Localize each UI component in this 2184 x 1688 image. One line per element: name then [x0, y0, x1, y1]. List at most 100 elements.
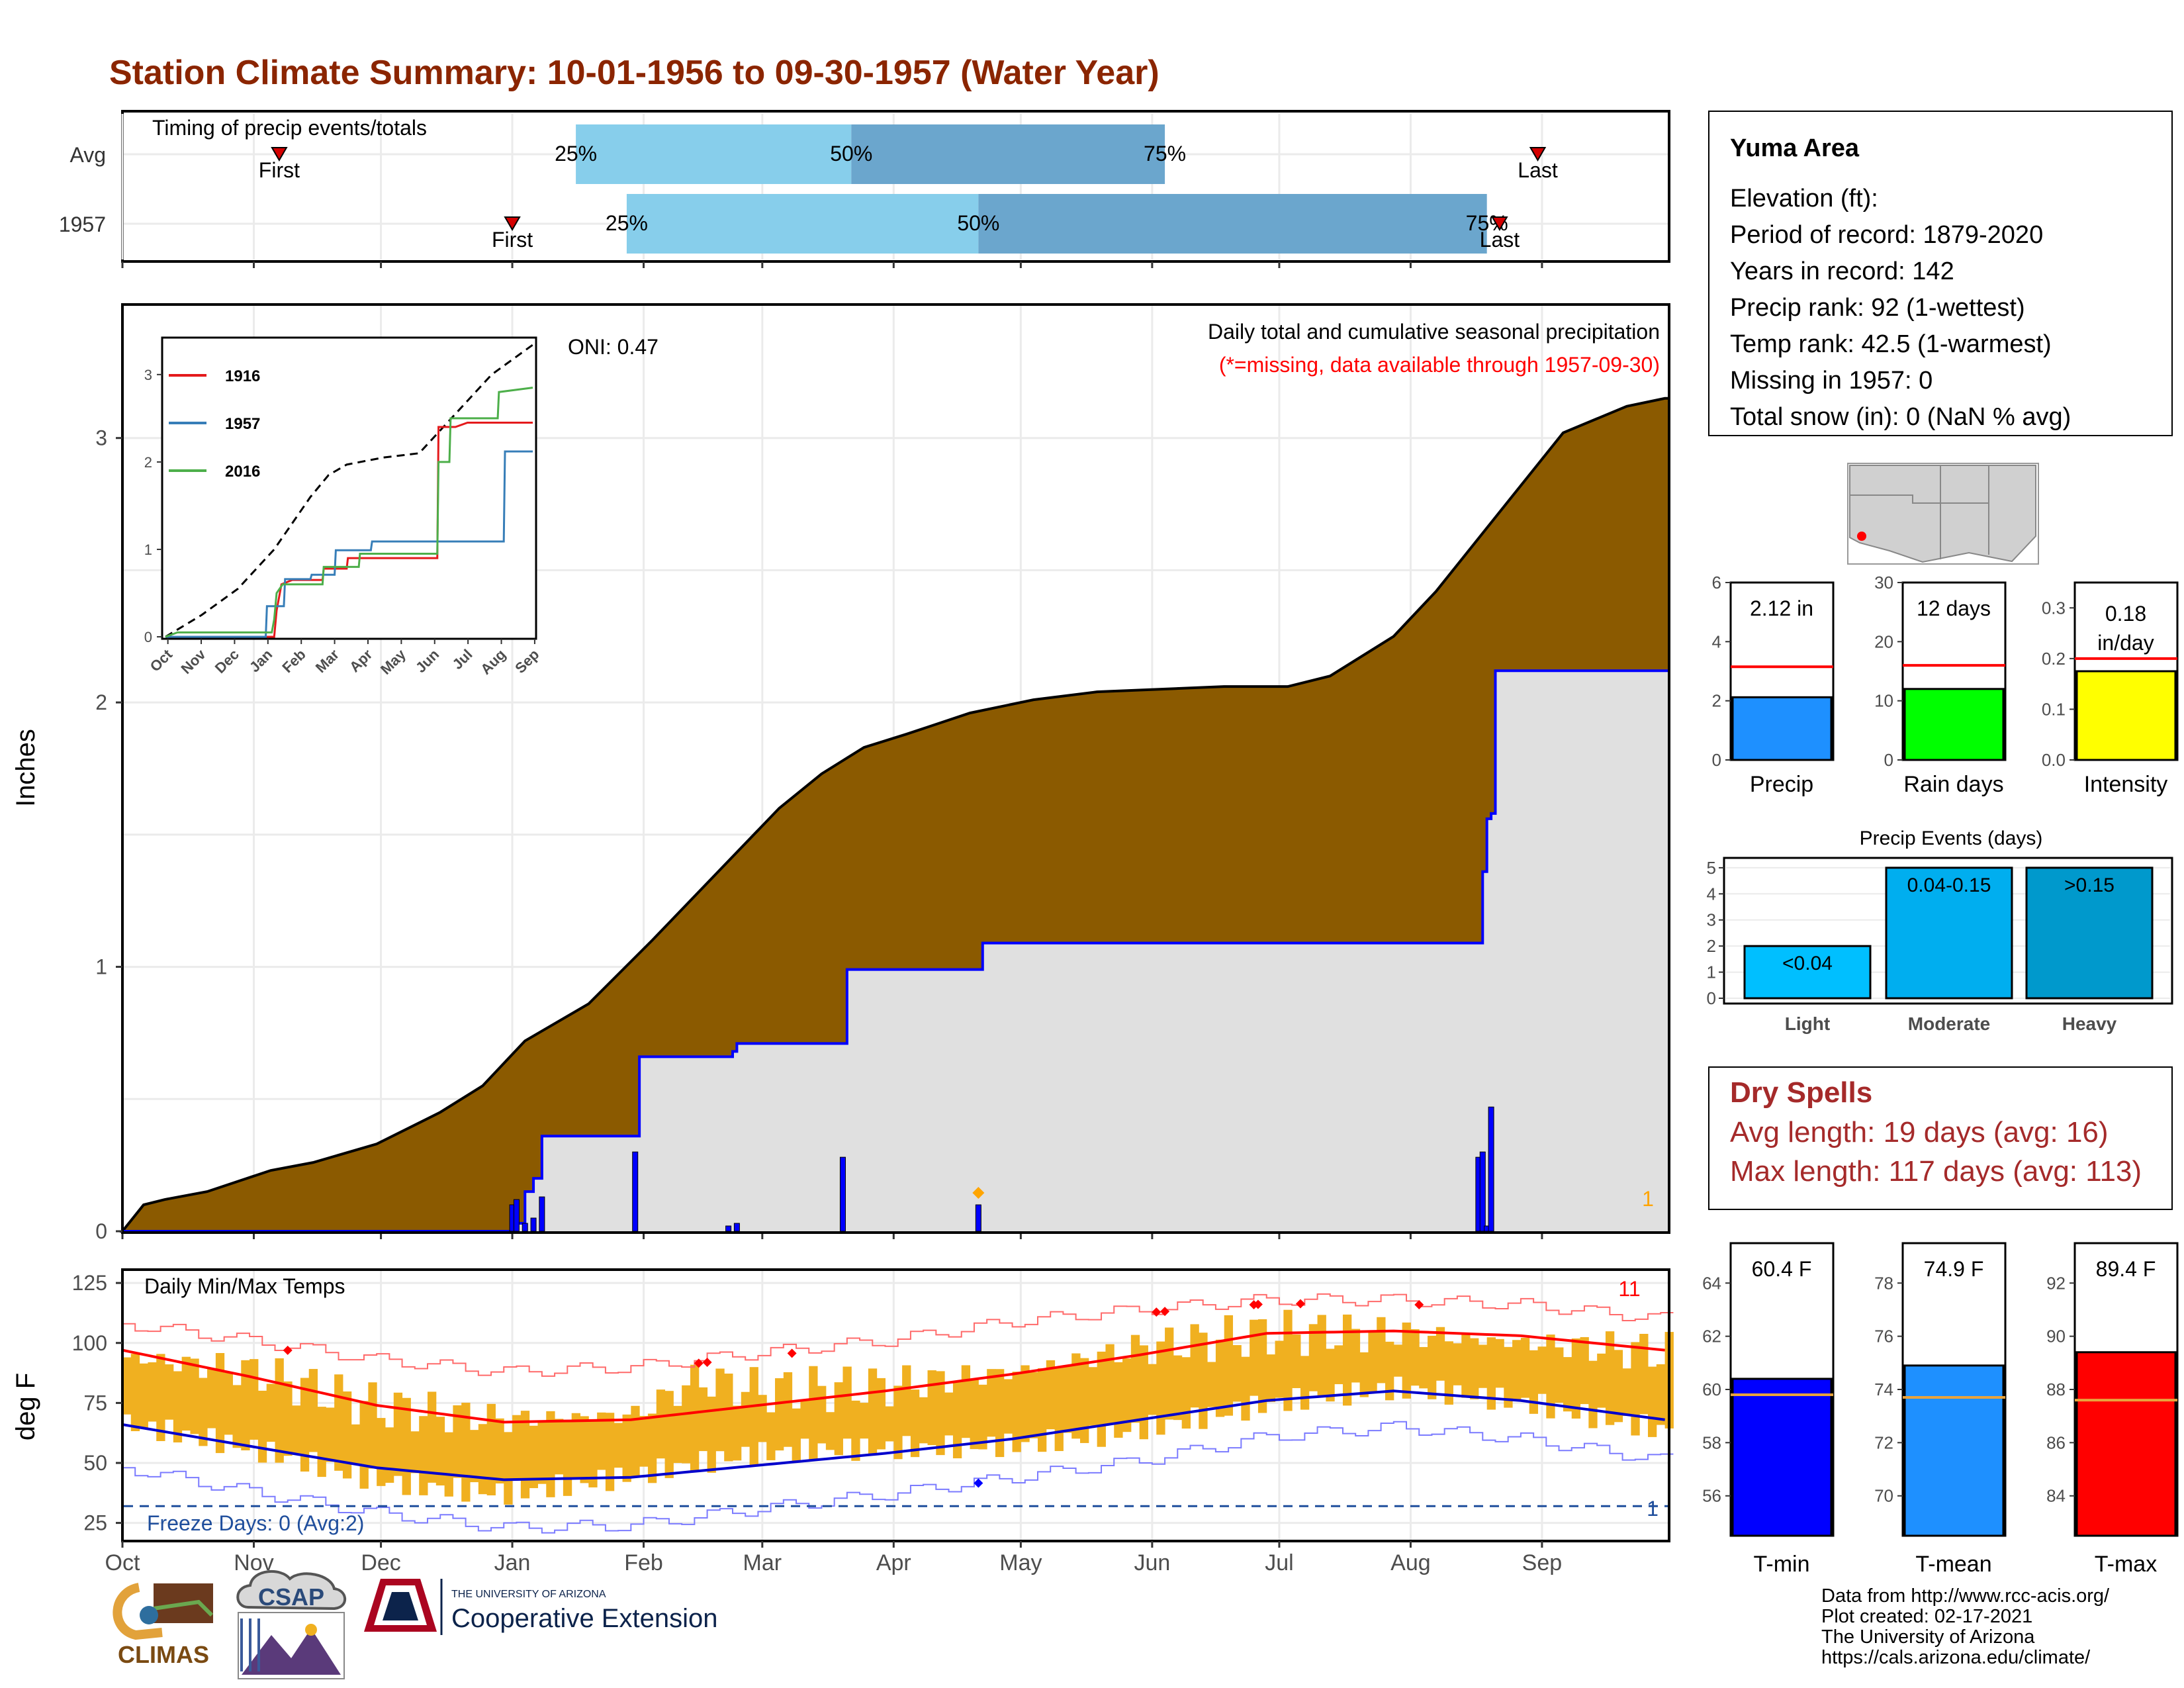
freeze-days-label: Freeze Days: 0 (Avg:2)	[147, 1511, 364, 1535]
daily-temp-bar	[1257, 1319, 1267, 1413]
daily-temp-bar	[377, 1418, 386, 1486]
daily-temp-bar	[1571, 1338, 1581, 1419]
daily-temp-bar	[1190, 1324, 1199, 1408]
mini-bar-axis-label: Rain days	[1903, 772, 2003, 797]
event-bar-label: <0.04	[1782, 953, 1833, 974]
x-tick-label: Aug	[1390, 1550, 1431, 1575]
quartile-bar-50-75	[851, 124, 1165, 184]
temp-bar-chart-t-mean: 70 72 74 76 78 74.9 F T-mean	[1874, 1242, 2007, 1577]
daily-temp-bar	[1504, 1346, 1513, 1408]
x-tick-label: Oct	[105, 1550, 140, 1575]
daily-temp-bar	[1495, 1338, 1504, 1388]
daily-temp-bar	[308, 1369, 318, 1452]
y-tick-label: 0.3	[2042, 598, 2066, 618]
daily-temp-bar	[961, 1365, 971, 1438]
daily-temp-bar	[622, 1414, 631, 1482]
precip-events-chart: Precip Events (days) 0 1 2 3 4 5 <0.04 Light 0.0…	[1707, 827, 2173, 1034]
y-tick-label: 0	[1707, 988, 1716, 1008]
y-tick-label: 0	[95, 1219, 107, 1243]
quartile-bar-25-50	[626, 194, 979, 254]
daily-temp-bar	[1368, 1331, 1377, 1392]
daily-temp-bar	[1105, 1344, 1115, 1424]
last-marker	[1491, 216, 1508, 231]
daily-temp-bar	[1656, 1364, 1666, 1425]
y-tick-label: 4	[1707, 884, 1716, 904]
precip-main-chart: 0 1 2 3 Inches ONI: 0.47 Daily total and cu…	[11, 303, 1670, 1243]
daily-temp-bar	[1639, 1333, 1649, 1415]
mini-bar-value	[1731, 696, 1833, 761]
daily-temp-bar	[1385, 1341, 1394, 1401]
quartile-bar-50-75	[978, 194, 1487, 254]
daily-temp-bar	[402, 1397, 411, 1495]
y-tick-label: 3	[95, 426, 107, 450]
inset-legend-label: 1957	[225, 415, 260, 433]
daily-temp-bar	[351, 1424, 361, 1464]
daily-temp-bar	[207, 1369, 216, 1429]
csap-label: CSAP	[258, 1583, 324, 1611]
y-tick-label: 86	[2046, 1432, 2066, 1452]
y-tick-label: 90	[2046, 1327, 2066, 1346]
y-tick-label: 1	[1707, 962, 1716, 982]
daily-temp-bar	[148, 1362, 157, 1422]
y-tick-label: 78	[1874, 1273, 1893, 1293]
daily-temp-bar	[1063, 1366, 1072, 1433]
mini-bar-value	[2075, 670, 2177, 761]
y-tick-label: 84	[2046, 1486, 2066, 1506]
y-tick-label: 75	[83, 1391, 107, 1415]
mini-bar-value-label: in/day	[2097, 631, 2154, 655]
daily-temp-bar	[1088, 1367, 1098, 1426]
y-tick-label: 3	[1707, 910, 1716, 930]
temp-ylabel: deg F	[11, 1373, 40, 1440]
daily-temp-bar	[1419, 1346, 1428, 1389]
daily-temp-bar	[1054, 1366, 1064, 1452]
temp-bar-value-label: 89.4 F	[2096, 1257, 2156, 1281]
daily-temp-bar	[1486, 1337, 1496, 1410]
record-high-marker	[787, 1348, 797, 1358]
daily-temp-bar	[1453, 1343, 1462, 1385]
y-tick-label: 2	[95, 690, 107, 714]
mini-bar-value-label: 0.18	[2105, 602, 2146, 626]
station-name: Yuma Area	[1730, 134, 1860, 162]
daily-temp-bar	[1359, 1352, 1369, 1397]
daily-temp-bar	[724, 1374, 733, 1462]
record-high-marker	[1160, 1307, 1170, 1317]
y-tick-label: 125	[72, 1271, 107, 1295]
csap-logo: CSAP	[236, 1570, 347, 1679]
y-tick-label: 2	[1712, 691, 1721, 711]
daily-temp-bar	[842, 1366, 852, 1439]
daily-temp-bar	[995, 1369, 1005, 1458]
daily-temp-bar	[1410, 1329, 1420, 1386]
daily-temp-bar	[682, 1385, 691, 1464]
q25-label: 25%	[606, 211, 648, 235]
daily-temp-bar	[1029, 1372, 1038, 1438]
inset-legend-label: 1916	[225, 367, 260, 385]
mini-bar-value	[1903, 688, 2005, 761]
temp-bar-value	[1903, 1364, 2005, 1537]
daily-temp-bar	[1130, 1335, 1140, 1423]
temp-bar-axis-label: T-max	[2095, 1552, 2157, 1577]
temp-bar-chart-t-max: 84 86 88 90 92 89.4 F T-max	[2046, 1242, 2179, 1577]
daily-temp-bar	[766, 1412, 776, 1460]
footer-line: https://cals.arizona.edu/climate/	[1821, 1647, 2091, 1668]
daily-precip-bar	[530, 1217, 537, 1232]
daily-temp-bar	[435, 1417, 445, 1486]
y-tick-label: 0	[1884, 750, 1893, 770]
event-bar	[1743, 945, 1872, 1000]
y-tick-label: 58	[1702, 1432, 1721, 1452]
daily-temp-bar	[1046, 1360, 1056, 1430]
temp-chart-label: Daily Min/Max Temps	[144, 1274, 345, 1298]
daily-temp-bar	[241, 1360, 250, 1450]
daily-temp-bar	[1588, 1360, 1598, 1429]
daily-temp-bar	[978, 1384, 987, 1450]
y-tick-label: 4	[1712, 632, 1721, 651]
daily-temp-bar	[1199, 1333, 1208, 1429]
daily-temp-bar	[597, 1412, 606, 1470]
q25-label: 25%	[555, 142, 597, 165]
footer-line: The University of Arizona	[1821, 1626, 2035, 1648]
daily-temp-bar	[1546, 1335, 1555, 1419]
daily-temp-bar	[1283, 1309, 1293, 1411]
x-tick-label: Dec	[361, 1550, 400, 1575]
temp-bar-value	[2075, 1351, 2177, 1537]
daily-temp-bar	[1529, 1350, 1539, 1414]
y-tick-label: 50	[83, 1451, 107, 1475]
